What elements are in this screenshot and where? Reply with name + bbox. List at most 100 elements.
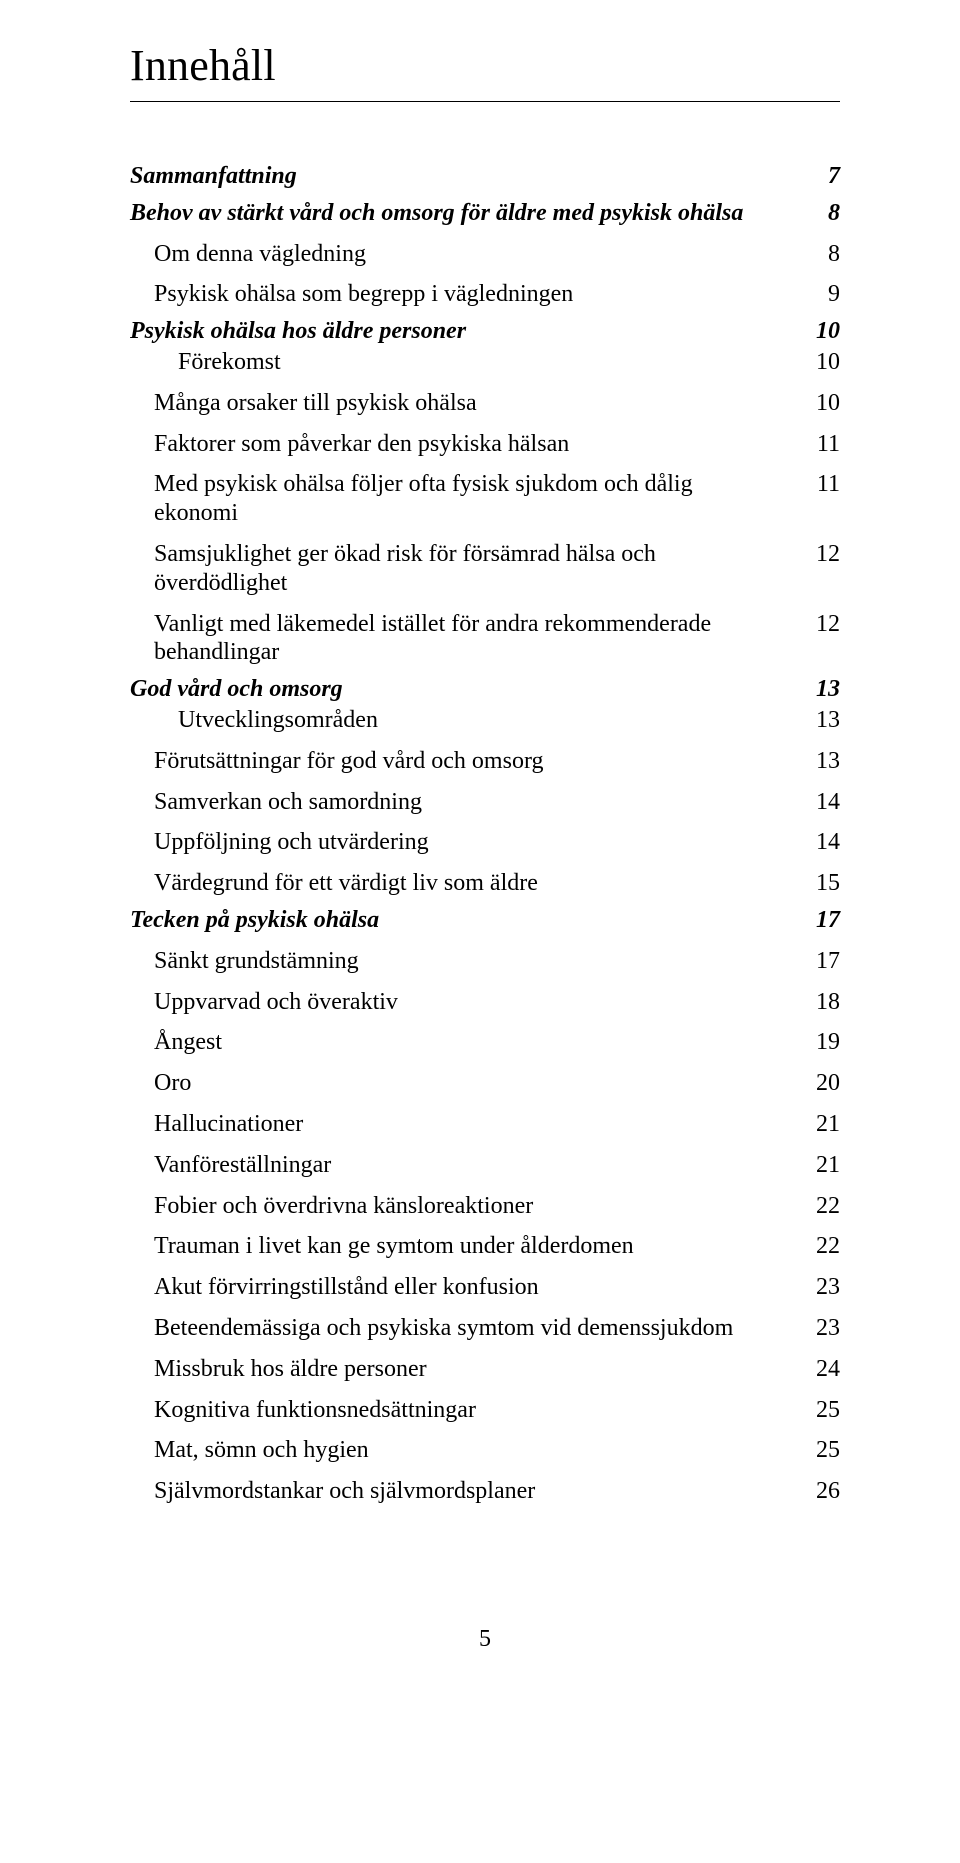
toc-entry-label: Akut förvirringstillstånd eller konfusio…	[154, 1273, 800, 1302]
document-page: Innehåll Sammanfattning7Behov av stärkt …	[0, 0, 960, 1713]
toc-entry-label: Uppvarvad och överaktiv	[154, 988, 800, 1017]
toc-entry-label: Faktorer som påverkar den psykiska hälsa…	[154, 430, 800, 459]
toc-entry-page: 25	[800, 1436, 840, 1465]
toc-entry: Kognitiva funktionsnedsättningar25	[130, 1396, 840, 1425]
toc-entry: Faktorer som påverkar den psykiska hälsa…	[130, 430, 840, 459]
toc-entry-page: 14	[800, 788, 840, 817]
toc-entry-page: 8	[800, 199, 840, 228]
toc-entry-page: 23	[800, 1273, 840, 1302]
title-rule	[130, 101, 840, 102]
toc-entry-label: Sammanfattning	[130, 162, 800, 191]
toc-entry-label: Beteendemässiga och psykiska symtom vid …	[154, 1314, 800, 1343]
toc-entry-label: Uppföljning och utvärdering	[154, 828, 800, 857]
toc-entry-page: 13	[800, 747, 840, 776]
toc-entry-label: Vanföreställningar	[154, 1151, 800, 1180]
page-title: Innehåll	[130, 40, 840, 91]
table-of-contents: Sammanfattning7Behov av stärkt vård och …	[130, 162, 840, 1506]
toc-entry-label: Tecken på psykisk ohälsa	[130, 906, 800, 935]
toc-entry-page: 8	[800, 240, 840, 269]
toc-entry-page: 17	[800, 906, 840, 935]
toc-entry: Hallucinationer21	[130, 1110, 840, 1139]
toc-entry: Utvecklingsområden13	[130, 706, 840, 735]
toc-entry-label: Hallucinationer	[154, 1110, 800, 1139]
toc-entry: Uppvarvad och överaktiv18	[130, 988, 840, 1017]
toc-entry-label: God vård och omsorg	[130, 675, 800, 704]
toc-entry-page: 22	[800, 1232, 840, 1261]
toc-entry: Förutsättningar för god vård och omsorg1…	[130, 747, 840, 776]
toc-entry-label: Samverkan och samordning	[154, 788, 800, 817]
toc-entry-page: 17	[800, 947, 840, 976]
toc-entry-label: Om denna vägledning	[154, 240, 800, 269]
toc-entry: Värdegrund för ett värdigt liv som äldre…	[130, 869, 840, 898]
toc-entry-label: Utvecklingsområden	[178, 706, 800, 735]
toc-entry-label: Missbruk hos äldre personer	[154, 1355, 800, 1384]
toc-entry-label: Psykisk ohälsa som begrepp i vägledninge…	[154, 280, 800, 309]
toc-entry: Sammanfattning7	[130, 162, 840, 191]
toc-entry-page: 21	[800, 1110, 840, 1139]
toc-entry: Akut förvirringstillstånd eller konfusio…	[130, 1273, 840, 1302]
toc-entry-label: Ångest	[154, 1028, 800, 1057]
toc-entry: Självmordstankar och självmordsplaner26	[130, 1477, 840, 1506]
toc-entry-page: 13	[800, 706, 840, 735]
toc-entry-page: 10	[800, 348, 840, 377]
toc-entry: Psykisk ohälsa som begrepp i vägledninge…	[130, 280, 840, 309]
toc-entry-label: Värdegrund för ett värdigt liv som äldre	[154, 869, 800, 898]
toc-entry: Många orsaker till psykisk ohälsa10	[130, 389, 840, 418]
toc-entry-label: Psykisk ohälsa hos äldre personer	[130, 317, 800, 346]
toc-entry-page: 9	[800, 280, 840, 309]
toc-entry: Samsjuklighet ger ökad risk för försämra…	[130, 540, 840, 598]
toc-entry: Oro20	[130, 1069, 840, 1098]
toc-entry-label: Sänkt grundstämning	[154, 947, 800, 976]
toc-entry-label: Med psykisk ohälsa följer ofta fysisk sj…	[154, 470, 800, 528]
toc-entry-page: 10	[800, 317, 840, 346]
toc-entry-page: 10	[800, 389, 840, 418]
toc-entry: God vård och omsorg13	[130, 675, 840, 704]
toc-entry-page: 20	[800, 1069, 840, 1098]
toc-entry-page: 25	[800, 1396, 840, 1425]
toc-entry: Fobier och överdrivna känsloreaktioner22	[130, 1192, 840, 1221]
toc-entry: Vanligt med läkemedel istället för andra…	[130, 610, 840, 668]
toc-entry: Om denna vägledning8	[130, 240, 840, 269]
toc-entry: Sänkt grundstämning17	[130, 947, 840, 976]
toc-entry-page: 14	[800, 828, 840, 857]
toc-entry: Beteendemässiga och psykiska symtom vid …	[130, 1314, 840, 1343]
toc-entry: Samverkan och samordning14	[130, 788, 840, 817]
toc-entry-page: 23	[800, 1314, 840, 1343]
toc-entry-label: Självmordstankar och självmordsplaner	[154, 1477, 800, 1506]
toc-entry: Tecken på psykisk ohälsa17	[130, 906, 840, 935]
toc-entry-page: 22	[800, 1192, 840, 1221]
toc-entry-page: 11	[800, 430, 840, 459]
toc-entry: Trauman i livet kan ge symtom under ålde…	[130, 1232, 840, 1261]
toc-entry-page: 7	[800, 162, 840, 191]
toc-entry-label: Behov av stärkt vård och omsorg för äldr…	[130, 199, 800, 228]
toc-entry-label: Många orsaker till psykisk ohälsa	[154, 389, 800, 418]
toc-entry-label: Oro	[154, 1069, 800, 1098]
toc-entry-label: Trauman i livet kan ge symtom under ålde…	[154, 1232, 800, 1261]
footer-page-number: 5	[130, 1626, 840, 1653]
toc-entry-page: 19	[800, 1028, 840, 1057]
toc-entry-label: Vanligt med läkemedel istället för andra…	[154, 610, 800, 668]
toc-entry: Ångest19	[130, 1028, 840, 1057]
toc-entry-page: 18	[800, 988, 840, 1017]
toc-entry-label: Förekomst	[178, 348, 800, 377]
toc-entry-page: 11	[800, 470, 840, 499]
toc-entry: Missbruk hos äldre personer24	[130, 1355, 840, 1384]
toc-entry-label: Kognitiva funktionsnedsättningar	[154, 1396, 800, 1425]
toc-entry-page: 21	[800, 1151, 840, 1180]
toc-entry-label: Mat, sömn och hygien	[154, 1436, 800, 1465]
toc-entry-page: 15	[800, 869, 840, 898]
toc-entry-page: 24	[800, 1355, 840, 1384]
toc-entry-page: 12	[800, 610, 840, 639]
toc-entry-label: Förutsättningar för god vård och omsorg	[154, 747, 800, 776]
toc-entry: Uppföljning och utvärdering14	[130, 828, 840, 857]
toc-entry-page: 13	[800, 675, 840, 704]
toc-entry-page: 12	[800, 540, 840, 569]
toc-entry-page: 26	[800, 1477, 840, 1506]
toc-entry: Vanföreställningar21	[130, 1151, 840, 1180]
toc-entry: Med psykisk ohälsa följer ofta fysisk sj…	[130, 470, 840, 528]
toc-entry-label: Fobier och överdrivna känsloreaktioner	[154, 1192, 800, 1221]
toc-entry: Mat, sömn och hygien25	[130, 1436, 840, 1465]
toc-entry: Behov av stärkt vård och omsorg för äldr…	[130, 199, 840, 228]
toc-entry: Förekomst10	[130, 348, 840, 377]
toc-entry-label: Samsjuklighet ger ökad risk för försämra…	[154, 540, 800, 598]
